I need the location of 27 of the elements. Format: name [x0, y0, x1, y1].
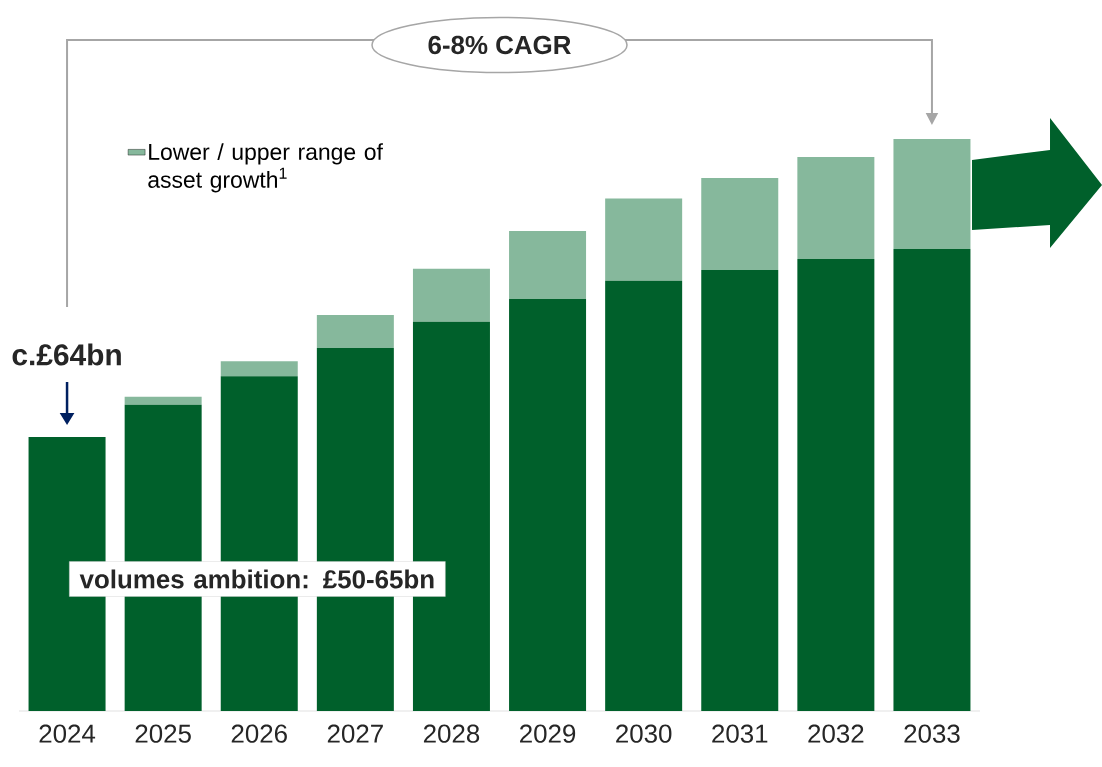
bar [701, 270, 779, 711]
data-label: c.£64bn [12, 343, 121, 366]
bar [797, 258, 875, 711]
x-tick-label: 2029 [520, 724, 576, 743]
x-tick-label: 2024 [39, 724, 96, 743]
x-tick-label: 2030 [616, 724, 672, 743]
legend-label: Lower / upper range of asset growth$^{1}$ [148, 143, 383, 193]
bar [220, 361, 298, 377]
bar [797, 156, 875, 259]
bar [124, 396, 202, 405]
x-tick-label: 2032 [808, 724, 864, 743]
x-tick-label: 2025 [135, 724, 191, 743]
bar [509, 299, 587, 711]
bar [893, 249, 971, 711]
annotation: volumes ambition: £50-65bn [79, 569, 434, 589]
x-tick-label: 2031 [712, 724, 768, 743]
x-tick-label: 2033 [904, 724, 960, 743]
x-tick-label: 2027 [327, 724, 383, 743]
bar [316, 314, 394, 348]
bar [605, 280, 683, 711]
bar [605, 198, 683, 281]
x-tick-label: 2028 [423, 724, 480, 743]
text: 6-8% CAGR [428, 35, 571, 55]
bar [412, 268, 490, 322]
bar [509, 231, 587, 300]
bar [701, 177, 779, 271]
x-tick-label: 2026 [231, 724, 287, 743]
